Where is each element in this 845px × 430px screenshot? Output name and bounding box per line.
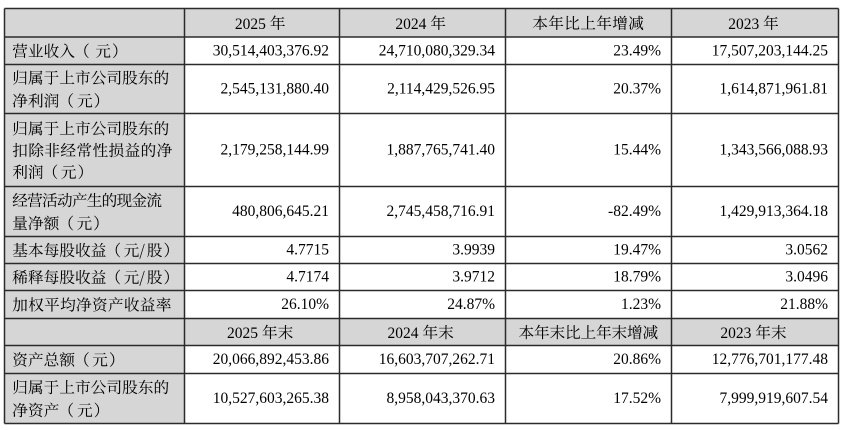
svg-text:2024: 2024 [388,325,419,342]
svg-text:24.87%: 24.87% [447,296,495,313]
svg-text:12,776,701,177.48: 12,776,701,177.48 [712,351,829,368]
svg-text:17.52%: 17.52% [613,390,661,407]
svg-text:1,343,566,088.93: 1,343,566,088.93 [720,142,829,159]
svg-text:20.37%: 20.37% [613,81,661,98]
svg-text:10,527,603,265.38: 10,527,603,265.38 [213,390,330,407]
svg-text:16,603,707,262.71: 16,603,707,262.71 [379,351,495,368]
svg-text:2025: 2025 [227,325,258,342]
svg-text:3.9712: 3.9712 [452,269,495,286]
svg-text:17,507,203,144.25: 17,507,203,144.25 [712,42,829,59]
svg-text:23.49%: 23.49% [613,42,661,59]
svg-text:24,710,080,329.34: 24,710,080,329.34 [379,42,496,59]
svg-text:2023: 2023 [720,325,751,342]
svg-text:8,958,043,370.63: 8,958,043,370.63 [387,390,496,407]
svg-text:4.7715: 4.7715 [286,242,329,259]
svg-text:30,514,403,376.92: 30,514,403,376.92 [213,42,329,59]
svg-text:1,429,913,364.18: 1,429,913,364.18 [720,203,829,220]
svg-text:2,179,258,144.99: 2,179,258,144.99 [221,142,330,159]
svg-text:20.86%: 20.86% [613,351,661,368]
svg-text:2,114,429,526.95: 2,114,429,526.95 [387,81,495,98]
svg-text:3.0496: 3.0496 [785,269,828,286]
svg-text:20,066,892,453.86: 20,066,892,453.86 [213,351,330,368]
svg-text:1,887,765,741.40: 1,887,765,741.40 [387,142,496,159]
svg-text:1,614,871,961.81: 1,614,871,961.81 [720,81,829,98]
svg-text:3.0562: 3.0562 [785,242,828,259]
svg-text:2024: 2024 [395,16,426,33]
svg-text:-82.49%: -82.49% [608,203,661,220]
svg-text:1.23%: 1.23% [621,296,661,313]
svg-text:2023: 2023 [728,16,759,33]
svg-text:2,745,458,716.91: 2,745,458,716.91 [387,203,496,220]
svg-text:26.10%: 26.10% [281,296,329,313]
svg-text:21.88%: 21.88% [780,296,828,313]
svg-text:4.7174: 4.7174 [286,269,329,286]
svg-text:19.47%: 19.47% [613,242,661,259]
svg-text:15.44%: 15.44% [613,142,661,159]
svg-text:2025: 2025 [235,16,266,33]
svg-text:18.79%: 18.79% [613,269,661,286]
svg-text:480,806,645.21: 480,806,645.21 [232,203,329,220]
svg-text:2,545,131,880.40: 2,545,131,880.40 [221,81,330,98]
svg-text:3.9939: 3.9939 [452,242,495,259]
svg-text:7,999,919,607.54: 7,999,919,607.54 [720,390,829,407]
